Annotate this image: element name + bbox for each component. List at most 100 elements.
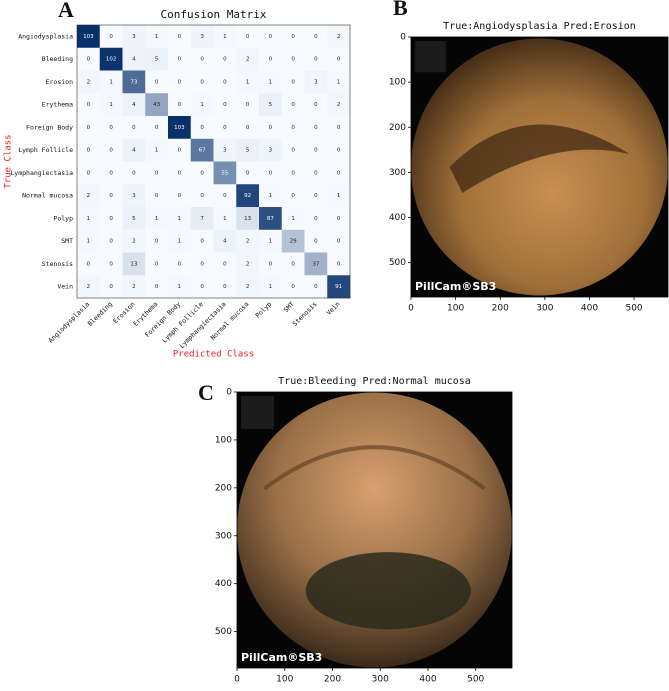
heatmap-cell xyxy=(145,116,169,140)
cell-label: 0 xyxy=(87,102,91,108)
cell-label: 0 xyxy=(314,170,318,176)
heatmap-cell xyxy=(213,229,237,253)
cell-label: 3 xyxy=(132,34,136,40)
x-axis-label: Predicted Class xyxy=(173,350,254,360)
cell-label: 3 xyxy=(223,148,227,154)
x-tick-label: Lymph Follicle xyxy=(161,300,205,344)
cell-label: 0 xyxy=(109,261,113,267)
heatmap-cell xyxy=(236,138,260,162)
heatmap-cell xyxy=(122,161,146,185)
heatmap-cell xyxy=(304,138,328,162)
cell-label: 0 xyxy=(155,261,159,267)
cell-label: 4 xyxy=(132,102,136,108)
heatmap-cell xyxy=(327,47,351,71)
heatmap-cell xyxy=(77,138,101,162)
heatmap-cell xyxy=(168,47,192,71)
dark-region xyxy=(305,552,471,630)
heatmap-cell xyxy=(281,25,305,49)
x-tick-label: 400 xyxy=(581,304,598,314)
y-tick-label: Normal mucosa xyxy=(22,192,73,200)
heatmap-cell xyxy=(304,116,328,140)
y-tick-label: Stenosis xyxy=(42,260,73,268)
y-tick-label: 0 xyxy=(226,388,232,398)
heatmap-cell xyxy=(259,184,283,208)
cell-label: 2 xyxy=(246,57,250,63)
x-tick-label: SMT xyxy=(282,300,296,314)
cell-label: 0 xyxy=(337,148,341,154)
heatmap-cell xyxy=(145,207,169,231)
y-tick-label: 400 xyxy=(389,213,406,223)
heatmap-cell xyxy=(99,252,123,276)
heatmap-cell xyxy=(236,275,260,299)
heatmap-cell xyxy=(190,93,214,117)
heatmap-cell xyxy=(281,161,305,185)
heatmap-cell xyxy=(236,184,260,208)
heatmap-cell xyxy=(327,252,351,276)
heatmap-cell xyxy=(327,93,351,117)
heatmap-cell xyxy=(281,47,305,71)
cell-label: 0 xyxy=(269,34,273,40)
heatmap-cell xyxy=(190,207,214,231)
cell-label: 0 xyxy=(314,125,318,131)
cell-label: 5 xyxy=(155,57,159,63)
heatmap-cell xyxy=(168,207,192,231)
heatmap-cell xyxy=(259,70,283,94)
heatmap-cell xyxy=(99,138,123,162)
panel-label: C xyxy=(198,380,214,405)
cell-label: 0 xyxy=(246,125,250,131)
heatmap-cell xyxy=(168,93,192,117)
y-tick-label: 100 xyxy=(389,78,406,88)
cell-label: 1 xyxy=(87,239,91,245)
y-tick-label: 400 xyxy=(215,579,232,589)
x-tick-label: 300 xyxy=(536,304,553,314)
heatmap-cell xyxy=(190,70,214,94)
cell-label: 0 xyxy=(269,125,273,131)
cell-label: 103 xyxy=(174,125,185,131)
heatmap-cell xyxy=(145,47,169,71)
cell-label: 0 xyxy=(178,79,182,85)
cell-label: 5 xyxy=(132,216,136,222)
heatmap-cell xyxy=(145,252,169,276)
heatmap-cell xyxy=(304,93,328,117)
heatmap-cell xyxy=(145,184,169,208)
cell-label: 92 xyxy=(244,193,251,199)
cell-label: 0 xyxy=(109,34,113,40)
heatmap-cell xyxy=(259,93,283,117)
heatmap-cell xyxy=(259,275,283,299)
y-tick-label: Polyp xyxy=(53,214,73,222)
cell-label: 5 xyxy=(269,102,273,108)
cell-label: 1 xyxy=(155,216,159,222)
heatmap-cell xyxy=(304,25,328,49)
heatmap-cell xyxy=(190,138,214,162)
heatmap-cell xyxy=(77,252,101,276)
cell-label: 1 xyxy=(155,34,159,40)
heatmap-cell xyxy=(122,275,146,299)
cell-label: 0 xyxy=(109,239,113,245)
cell-label: 0 xyxy=(337,216,341,222)
cell-label: 1 xyxy=(223,216,227,222)
cell-label: 1 xyxy=(246,79,250,85)
cell-label: 0 xyxy=(87,57,91,63)
cell-label: 1 xyxy=(291,216,295,222)
heatmap-cell xyxy=(259,138,283,162)
cell-label: 1 xyxy=(269,193,273,199)
cell-label: 0 xyxy=(291,170,295,176)
heatmap-cell xyxy=(190,229,214,253)
heatmap-cell xyxy=(327,229,351,253)
cell-label: 3 xyxy=(269,148,273,154)
x-tick-label: Angiodysplasia xyxy=(47,300,91,344)
heatmap-cell xyxy=(168,116,192,140)
mucosa-fold xyxy=(263,445,486,491)
cell-label: 3 xyxy=(314,79,318,85)
heatmap-cell xyxy=(122,229,146,253)
cell-label: 4 xyxy=(223,239,227,245)
cell-label: 0 xyxy=(200,284,204,290)
heatmap-cell xyxy=(281,93,305,117)
heatmap-cell xyxy=(122,207,146,231)
cell-label: 2 xyxy=(87,284,91,290)
y-tick-label: 500 xyxy=(389,258,406,268)
cell-label: 0 xyxy=(178,193,182,199)
heatmap-cell xyxy=(281,138,305,162)
y-tick-label: 300 xyxy=(215,531,232,541)
